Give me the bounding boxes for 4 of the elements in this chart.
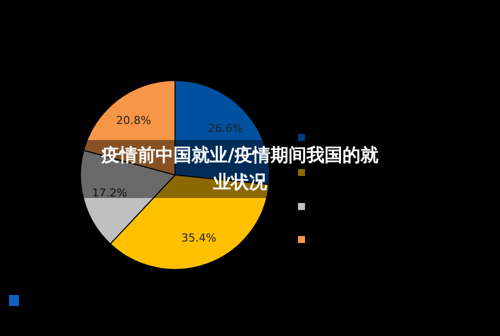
data-label: 17.2% [92, 186, 128, 200]
data-label: 20.8% [116, 114, 152, 127]
data-label: 26.6% [208, 122, 243, 136]
data-label: 35.4% [181, 232, 216, 245]
